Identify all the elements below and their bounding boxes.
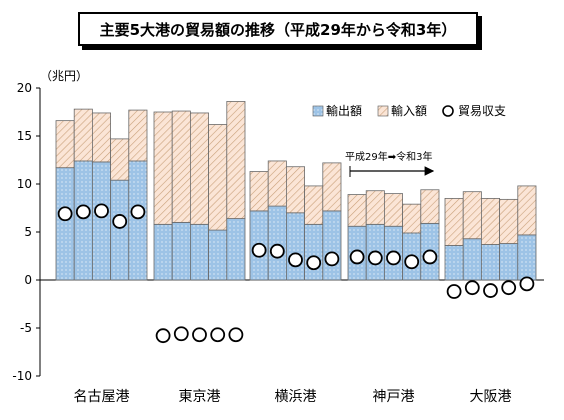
y-tick-label: 20 <box>17 81 32 95</box>
bar-import <box>189 112 209 225</box>
legend-label-export: 輸出額 <box>326 103 362 118</box>
range-annotation-label: 平成29年➡令和3年 <box>345 150 432 163</box>
bar-export <box>499 243 519 281</box>
bar-import <box>55 120 75 169</box>
bar-export <box>208 229 228 281</box>
axis-layer: -10 -5 0 5 10 15 20 <box>12 81 544 383</box>
bar-import <box>73 108 93 162</box>
marker-balance <box>210 327 226 343</box>
y-tick-label: 5 <box>24 225 32 239</box>
marker-balance <box>446 284 462 299</box>
legend: 輸出額 輸入額 貿易収支 <box>312 103 506 118</box>
bar-import <box>226 101 246 219</box>
legend-swatch-import <box>377 105 389 117</box>
category-label: 名古屋港 <box>74 389 130 405</box>
bar-import <box>420 189 440 224</box>
marker-balance <box>324 251 340 267</box>
bar-import <box>267 160 287 207</box>
bar-export <box>285 212 305 281</box>
category-label: 横浜港 <box>275 389 317 405</box>
marker-balance <box>130 204 146 220</box>
bar-export <box>92 161 112 281</box>
marker-balance <box>112 214 128 229</box>
legend-marker-balance <box>442 105 454 117</box>
marker-balance <box>349 249 365 265</box>
bar-import <box>480 197 500 245</box>
marker-balance <box>75 204 91 220</box>
y-tick-label: 10 <box>17 177 32 191</box>
bar-import <box>171 110 191 223</box>
bar-export <box>304 223 324 281</box>
bar-import <box>499 198 519 244</box>
bar-export <box>153 223 173 281</box>
category-label: 東京港 <box>179 389 221 405</box>
bar-import <box>153 111 173 225</box>
bar-export <box>267 205 287 281</box>
bar-import <box>517 185 537 236</box>
bar-import <box>347 194 367 227</box>
bar-export <box>480 244 500 281</box>
bar-import <box>322 162 342 212</box>
bar-export <box>189 223 209 281</box>
marker-balance <box>519 276 535 292</box>
legend-label-balance: 貿易収支 <box>458 104 506 118</box>
legend-label-import: 輸入額 <box>391 103 427 118</box>
bar-import <box>383 193 403 227</box>
marker-balance <box>192 327 207 343</box>
bar-export <box>226 218 246 281</box>
bar-export <box>128 160 148 281</box>
marker-balance <box>404 254 420 270</box>
marker-balance <box>288 252 303 268</box>
bar-import <box>304 185 324 225</box>
legend-swatch-export <box>312 105 324 117</box>
chart-title: 主要5大港の貿易額の推移（平成29年から令和3年） <box>78 12 478 46</box>
category-label: 神戸港 <box>373 389 415 405</box>
bars-layer <box>55 101 537 281</box>
y-tick-label: 15 <box>17 129 32 143</box>
bar-import <box>402 203 422 234</box>
marker-balance <box>483 283 498 298</box>
bar-import <box>444 197 464 246</box>
marker-balance <box>269 243 285 259</box>
y-tick-label: 0 <box>24 273 32 287</box>
marker-balance <box>173 326 189 342</box>
bar-import <box>462 191 482 240</box>
bar-import <box>285 166 305 214</box>
unit-label: （兆円） <box>40 69 88 83</box>
marker-balance <box>501 280 517 296</box>
bar-export <box>462 238 482 281</box>
markers-layer <box>57 203 535 344</box>
range-annotation: 平成29年➡令和3年 <box>345 150 435 177</box>
marker-balance <box>155 328 171 344</box>
marker-balance <box>228 327 244 343</box>
bar-export <box>171 221 191 281</box>
bar-export <box>55 167 75 281</box>
marker-balance <box>306 255 322 271</box>
marker-balance <box>386 250 401 266</box>
marker-balance <box>367 250 383 266</box>
bar-import <box>110 138 130 181</box>
bar-import <box>208 124 228 231</box>
bar-export <box>73 160 93 281</box>
y-tick-label: -10 <box>12 369 32 383</box>
marker-balance <box>94 203 109 219</box>
marker-balance <box>57 206 73 222</box>
marker-balance <box>251 242 267 258</box>
labels-layer: 名古屋港 東京港 横浜港 神戸港 大阪港 <box>74 389 512 405</box>
y-tick-label: -5 <box>20 321 32 335</box>
marker-balance <box>422 249 438 265</box>
category-label: 大阪港 <box>470 389 512 405</box>
bar-export <box>444 245 464 281</box>
bar-export <box>517 234 537 281</box>
bar-import <box>365 190 385 225</box>
bar-import <box>128 109 148 162</box>
marker-balance <box>464 280 480 296</box>
bar-import <box>249 171 269 212</box>
bar-import <box>92 112 112 163</box>
bar-export <box>110 179 130 281</box>
bar-export <box>322 210 342 281</box>
